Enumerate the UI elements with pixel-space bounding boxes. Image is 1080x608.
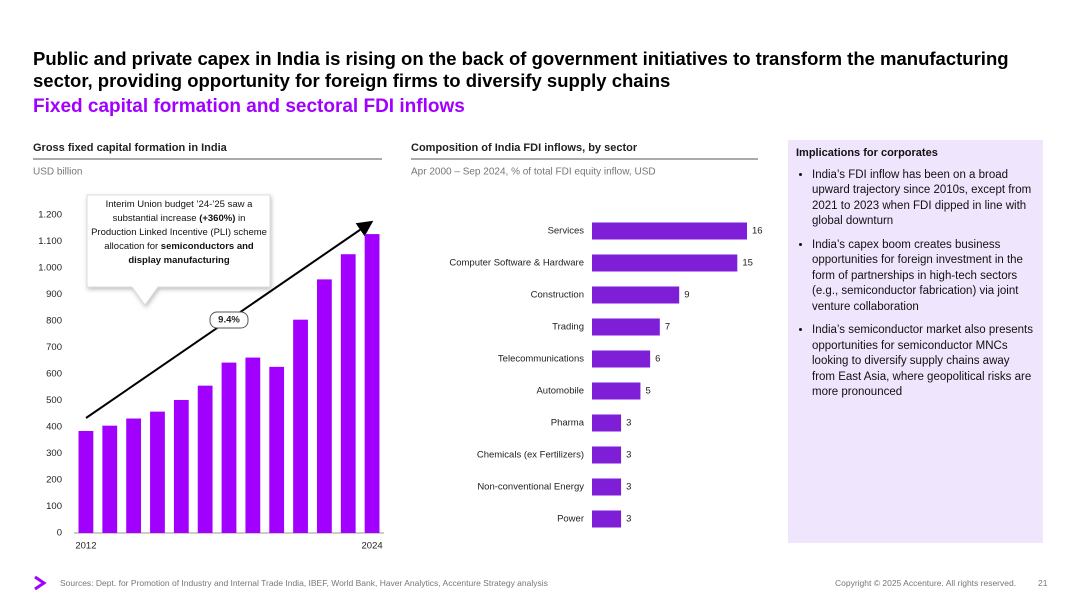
value-label: 15 [742, 258, 753, 269]
category-label: Trading [552, 322, 584, 333]
category-label: Pharma [551, 418, 585, 429]
bar [173, 399, 189, 533]
x-tick-label: 2012 [75, 541, 96, 552]
y-tick-label: 1.000 [38, 263, 62, 274]
category-label: Automobile [536, 386, 584, 397]
chart-title: Gross fixed capital formation in India [33, 142, 228, 154]
chart-subtitle: Apr 2000 – Sep 2024, % of total FDI equi… [411, 167, 656, 178]
slide-title: Public and private capex in India is ris… [33, 48, 1009, 91]
bar [592, 510, 622, 528]
bullet: India’s semiconductor market also presen… [812, 323, 1035, 401]
x-tick-label: 2024 [362, 541, 383, 552]
category-label: Computer Software & Hardware [449, 258, 584, 269]
value-label: 3 [626, 514, 631, 525]
bullet: India’s FDI inflow has been on a broad u… [812, 168, 1035, 230]
bar [78, 430, 94, 533]
bar [316, 279, 332, 533]
y-tick-label: 100 [46, 501, 62, 512]
value-label: 3 [626, 482, 631, 493]
y-tick-label: 0 [57, 528, 62, 539]
page-number: 21 [1038, 578, 1048, 588]
bar [340, 254, 356, 533]
y-tick-label: 400 [46, 422, 62, 433]
y-tick-label: 1.200 [38, 210, 62, 221]
callout: Interim Union budget ’24-’25 saw a subst… [90, 198, 268, 268]
bar [197, 385, 213, 533]
copyright: Copyright © 2025 Accenture. All rights r… [835, 578, 1017, 588]
bullet-list: India’s FDI inflow has been on a broad u… [796, 168, 1035, 401]
bar [293, 319, 308, 533]
callout-text: (+360%) [199, 213, 236, 224]
value-label: 7 [665, 322, 670, 333]
y-tick-label: 1.100 [38, 236, 62, 247]
y-tick-label: 300 [46, 448, 62, 459]
slide-subtitle: Fixed capital formation and sectoral FDI… [33, 96, 465, 117]
bar [364, 234, 380, 533]
bar [592, 318, 660, 336]
value-label: 16 [752, 226, 763, 237]
category-label: Telecommunications [498, 354, 584, 365]
bar [245, 357, 261, 533]
logo [34, 575, 47, 591]
chart-subtitle: USD billion [33, 167, 82, 178]
chart-title: Composition of India FDI inflows, by sec… [411, 142, 638, 154]
y-tick-label: 200 [46, 475, 62, 486]
bar [150, 411, 165, 533]
bullet: India’s capex boom creates business oppo… [812, 238, 1035, 316]
bar [126, 418, 142, 533]
category-label: Chemicals (ex Fertilizers) [477, 450, 584, 461]
sidebar-title: Implications for corporates [796, 147, 938, 159]
value-label: 3 [626, 450, 631, 461]
bar [592, 414, 622, 432]
callout-text: semiconductors and display manufacturing [128, 241, 254, 266]
value-label: 6 [655, 354, 660, 365]
category-label: Power [557, 514, 584, 525]
y-tick-label: 800 [46, 316, 62, 327]
bar [102, 425, 118, 533]
bar [592, 350, 651, 368]
value-label: 9 [684, 290, 689, 301]
category-label: Non-conventional Energy [477, 482, 584, 493]
sidebar: Implications for corporates India’s FDI … [788, 140, 1043, 543]
y-tick-label: 700 [46, 342, 62, 353]
bar [592, 446, 622, 464]
y-tick-label: 600 [46, 369, 62, 380]
bar [592, 382, 641, 400]
callout-text: Interim Union budget ’24-’25 saw a subst… [105, 199, 253, 224]
y-tick-label: 500 [46, 395, 62, 406]
bar [592, 222, 747, 240]
bar [592, 254, 738, 272]
y-tick-label: 900 [46, 289, 62, 300]
bar [592, 478, 622, 496]
bar [592, 286, 680, 304]
trend-label: 9.4% [218, 315, 240, 326]
sources: Sources: Dept. for Promotion of Industry… [60, 578, 548, 588]
trend-badge [209, 311, 249, 329]
bar [221, 362, 237, 533]
value-label: 3 [626, 418, 631, 429]
callout-box [86, 194, 271, 306]
value-label: 5 [645, 386, 650, 397]
category-label: Services [548, 226, 585, 237]
callout-text: in Production Linked Incentive (PLI) sch… [91, 213, 267, 252]
bar [269, 366, 285, 533]
category-label: Construction [531, 290, 584, 301]
